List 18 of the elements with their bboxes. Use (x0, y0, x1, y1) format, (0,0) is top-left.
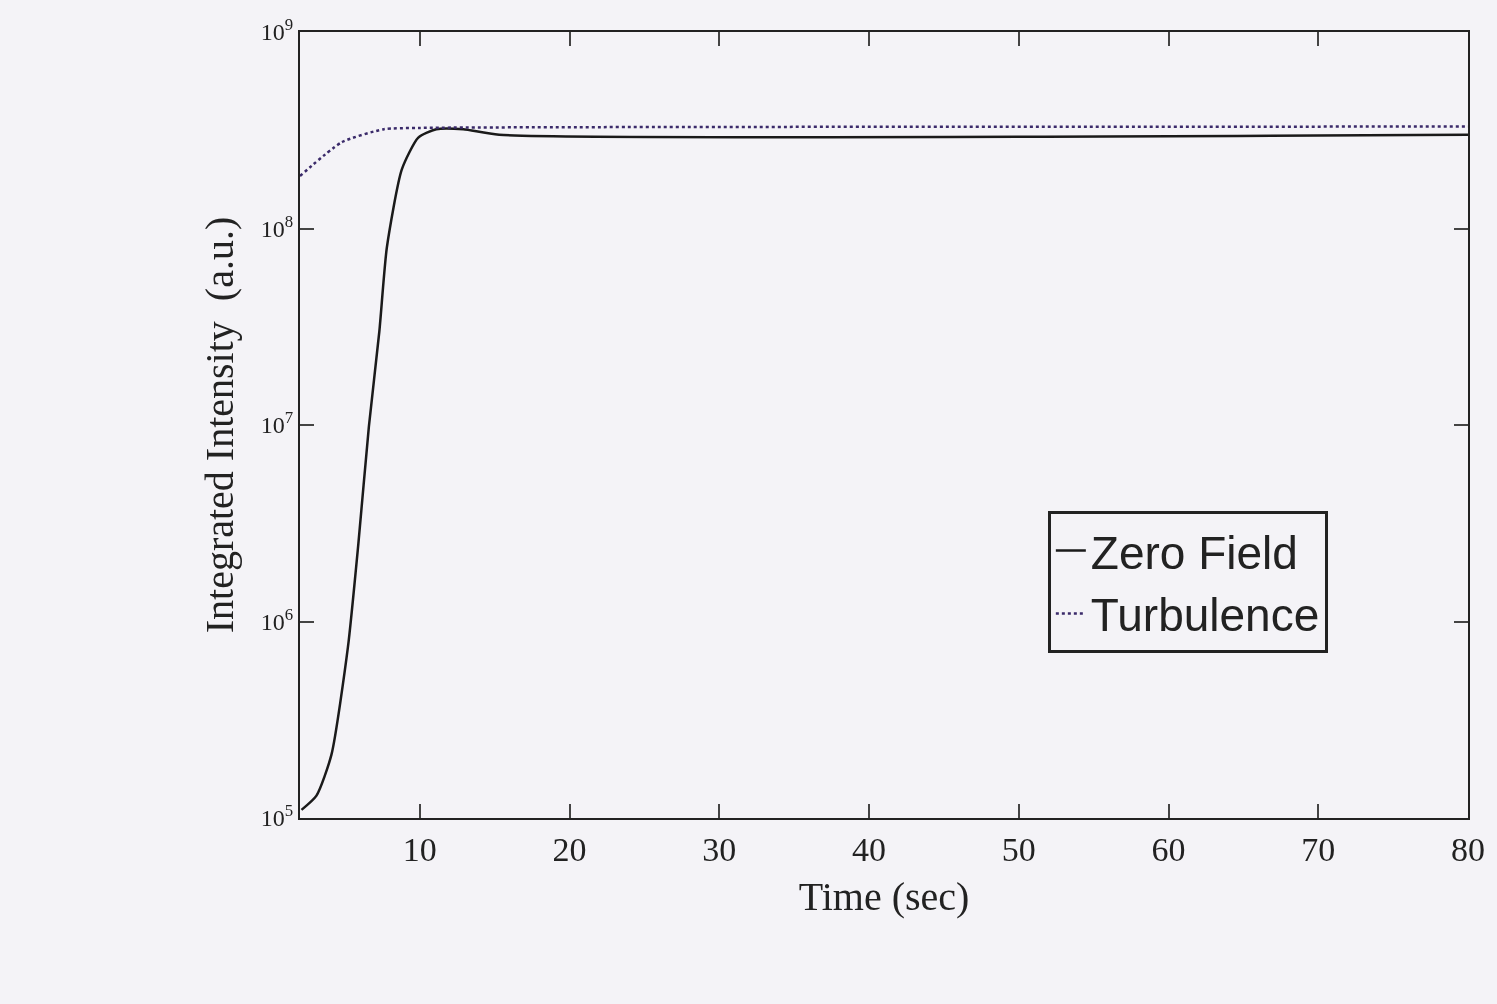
y-tick-label: 10$^{9}$ (260, 15, 294, 46)
y-tick-label: 10$^{6}$ (260, 604, 294, 635)
x-tick-label: 30 (702, 830, 737, 868)
x-tick-label: 70 (1301, 830, 1336, 868)
x-tick-label: 50 (1001, 830, 1036, 868)
y-tick-label: 10$^{7}$ (260, 408, 294, 439)
y-tick-label: 10$^{8}$ (260, 211, 294, 242)
x-tick-label: 40 (852, 830, 887, 868)
x-tick-label: 60 (1151, 830, 1186, 868)
x-axis-title: Time (sec) (798, 873, 970, 919)
y-axis-title: Integrated Intensity (a.u.) (196, 216, 242, 634)
x-tick-label: 20 (552, 830, 587, 868)
y-tick-label: 10$^{5}$ (260, 801, 294, 832)
legend-label: Turbulence (1090, 589, 1320, 642)
x-tick-label: 10 (402, 830, 437, 868)
legend-label: Zero Field (1090, 526, 1298, 579)
x-tick-label: 80 (1451, 830, 1485, 868)
line-series (300, 125, 1468, 178)
